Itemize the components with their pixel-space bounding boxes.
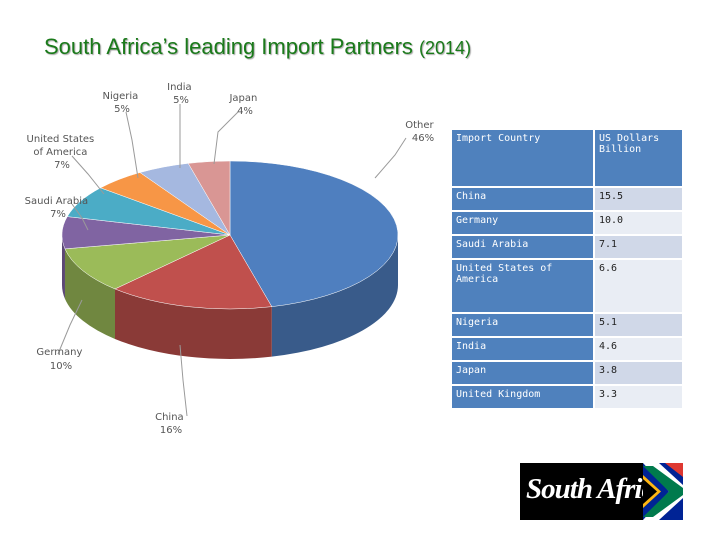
- table-cell-country: Japan: [452, 362, 595, 384]
- table-cell-value: 5.1: [595, 314, 684, 336]
- leader-other: [374, 137, 407, 179]
- leader-saudi: [71, 203, 89, 231]
- slide-title: South Africa’s leading Import Partners (…: [44, 34, 471, 60]
- pie-leaders: [57, 104, 407, 417]
- table-row: China 15.5: [452, 188, 684, 210]
- pie-side-3: [62, 235, 65, 299]
- leader-china: [179, 344, 188, 417]
- leader-nigeria: [125, 111, 139, 179]
- slice-label-other: Other 46%: [405, 120, 437, 144]
- slice-label-india: India 5%: [167, 82, 195, 106]
- table-cell-country: Nigeria: [452, 314, 595, 336]
- header-us-dollars: US Dollars Billion: [595, 130, 684, 186]
- slice-label-germany: Germany 10%: [36, 347, 85, 372]
- pie-labels: Other 46% China 16% Germany 10% Saudi Ar…: [25, 82, 437, 436]
- table-row: United States of America 6.6: [452, 260, 684, 312]
- leader-japan: [213, 111, 239, 165]
- table-row: Germany 10.0: [452, 212, 684, 234]
- flag-chevron-icon: [643, 463, 683, 520]
- table-cell-country: United Kingdom: [452, 386, 595, 408]
- pie-side-2: [64, 248, 115, 339]
- table-row: India 4.6: [452, 338, 684, 360]
- table-cell-value: 10.0: [595, 212, 684, 234]
- pie-slice-china: [114, 234, 273, 310]
- table-cell-country: Saudi Arabia: [452, 236, 595, 258]
- pie-sides: [62, 235, 398, 359]
- slice-label-china: China 16%: [155, 412, 187, 436]
- south-africa-logo: South Africa: [520, 463, 683, 520]
- slice-label-japan: Japan 4%: [228, 93, 260, 117]
- table-cell-value: 7.1: [595, 236, 684, 258]
- pie-slice-japan: [187, 160, 231, 236]
- import-partners-table: Import Country US Dollars Billion China …: [452, 128, 684, 410]
- pie-side-0: [271, 235, 398, 357]
- table-row: Saudi Arabia 7.1: [452, 236, 684, 258]
- header-us-dollars-line1: US Dollars: [599, 133, 660, 144]
- table-cell-country: India: [452, 338, 595, 360]
- table-cell-value: 6.6: [595, 260, 684, 312]
- slice-label-usa: United States of America 7%: [27, 134, 98, 171]
- pie-slices: [61, 160, 399, 310]
- table-cell-country: China: [452, 188, 595, 210]
- pie-slice-germany: [64, 234, 231, 290]
- leader-usa: [71, 155, 105, 195]
- slice-label-saudi: Saudi Arabia 7%: [25, 196, 92, 220]
- table-cell-country: United States of America: [452, 260, 595, 312]
- header-us-dollars-line2: Billion: [599, 144, 642, 155]
- table-cell-value: 3.3: [595, 386, 684, 408]
- table-cell-country: Germany: [452, 212, 595, 234]
- leader-germany: [57, 299, 83, 355]
- pie-side-1: [114, 288, 272, 359]
- table-cell-value: 4.6: [595, 338, 684, 360]
- slice-label-nigeria: Nigeria 5%: [103, 91, 142, 115]
- table-cell-value: 3.8: [595, 362, 684, 384]
- header-import-country: Import Country: [452, 130, 595, 186]
- table-row: United Kingdom 3.3: [452, 386, 684, 408]
- table-row: Nigeria 5.1: [452, 314, 684, 336]
- title-year: (2014): [419, 38, 472, 58]
- table-cell-value: 15.5: [595, 188, 684, 210]
- pie-slice-other: [229, 160, 399, 307]
- table-header-row: Import Country US Dollars Billion: [452, 130, 684, 186]
- title-main: South Africa’s leading Import Partners: [44, 34, 413, 59]
- table-row: Japan 3.8: [452, 362, 684, 384]
